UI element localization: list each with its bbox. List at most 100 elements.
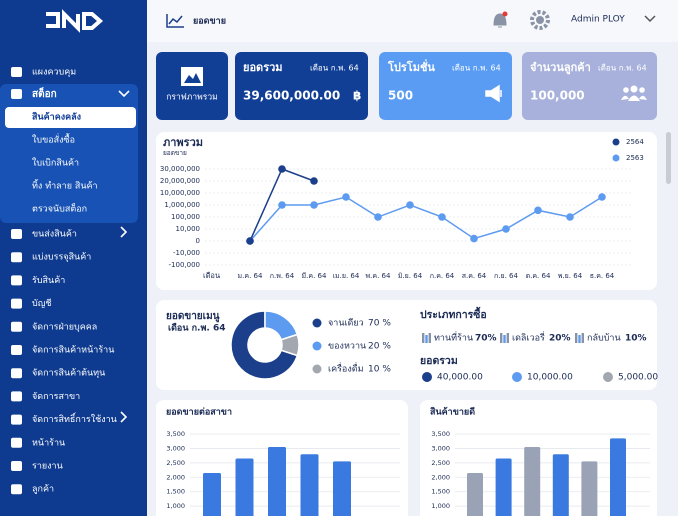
card-title: โปรโมชั่น — [387, 59, 435, 74]
submenu-item[interactable]: ใบเบิกสินค้า — [32, 158, 79, 169]
purchase-type: ทานที่ร้าน — [434, 331, 473, 344]
notification-dot — [502, 11, 508, 17]
menu-item[interactable]: ลูกค้า — [32, 484, 54, 495]
menu-icon — [11, 461, 22, 471]
value-label: 10 % — [368, 365, 391, 375]
chevron[interactable] — [120, 411, 128, 423]
megaphone-icon — [485, 84, 502, 103]
chart-title: ภาพรวม — [163, 136, 203, 149]
menu-section[interactable]: สต็อก — [32, 86, 57, 100]
active-item-bg[interactable] — [5, 107, 136, 128]
menu-item[interactable]: จัดการสิทธิ์การใช้งาน — [32, 412, 117, 425]
legend-marker — [312, 341, 322, 351]
scrollbar[interactable] — [666, 132, 671, 184]
card-title: ยอดรวม — [243, 61, 283, 74]
menu-icon — [11, 229, 22, 239]
promotion-card — [379, 52, 512, 120]
y-tick-label: 2,500 — [166, 459, 185, 467]
y-tick-label: 3,000 — [166, 444, 185, 452]
menu-item[interactable]: บัญชี — [32, 298, 52, 309]
menu-icon — [11, 414, 22, 425]
menu-icon — [11, 321, 22, 332]
chart-title: ยอดขายเมนู — [166, 311, 220, 323]
bar-icon — [425, 335, 428, 343]
y-tick-label: 10,000,000 — [160, 189, 200, 197]
bar — [552, 454, 569, 516]
y-tick-label: 3,500 — [166, 430, 185, 438]
purchase-share: 20% — [549, 334, 571, 344]
bar-icon — [578, 335, 581, 343]
donut-slice — [280, 333, 300, 357]
menu-item[interactable]: แผงควบคุม — [32, 68, 76, 78]
menu-icon — [11, 391, 22, 402]
data-point — [566, 213, 574, 221]
x-tick-label: ม.ค. 64 — [238, 272, 263, 280]
card-value: 39,600,000.00 — [243, 89, 340, 103]
x-tick-label: มิ.ย. 64 — [398, 272, 423, 280]
chart-title: สินค้าขายดี — [429, 407, 475, 418]
data-point — [374, 213, 382, 221]
menu-item[interactable]: จัดการฝ่ายบุคคล — [32, 322, 97, 332]
y-tick-label: -100,000 — [169, 261, 200, 269]
menu-item[interactable]: แบ่งบรรจุสินค้า — [32, 252, 91, 263]
bar — [268, 446, 286, 516]
bar — [610, 438, 626, 516]
purchase-title: ประเภทการซื้อ — [420, 306, 487, 321]
bell-icon[interactable] — [493, 13, 507, 28]
bar — [333, 461, 351, 516]
bar-icon — [575, 333, 578, 343]
user-chevron[interactable] — [644, 15, 656, 23]
bar-icon — [581, 333, 584, 343]
submenu-item[interactable]: สินค้าคงคลัง — [31, 112, 81, 123]
chart-subtitle: เดือน ก.พ. 64 — [168, 322, 226, 334]
series-line — [249, 196, 603, 242]
total-value: 40,000.00 — [437, 373, 483, 383]
submenu-item[interactable]: ทิ้ง ทำลาย สินค้า — [32, 179, 98, 192]
y-tick-label: 3,000 — [431, 444, 450, 452]
data-point — [310, 201, 318, 209]
y-tick-label: 1,500 — [431, 488, 450, 496]
x-tick-label: ต.ค. 64 — [526, 272, 551, 280]
menu-item[interactable]: จัดการสินค้าหน้าร้าน — [32, 345, 114, 356]
x-tick-label: ก.พ. 64 — [270, 272, 295, 280]
purchase-type: เดลิเวอรี่ — [512, 331, 545, 344]
menu-icon — [11, 298, 22, 309]
chevron[interactable] — [120, 226, 128, 238]
gear-icon[interactable] — [530, 10, 550, 30]
menu-icon — [11, 67, 22, 77]
menu-item[interactable]: รับสินค้า — [32, 275, 65, 286]
menu-item[interactable]: จัดการสาขา — [32, 392, 80, 402]
value-label: 70 % — [368, 319, 391, 329]
header — [147, 0, 678, 42]
data-point — [278, 165, 286, 173]
total-marker — [512, 372, 522, 382]
total-value: 5,000.00 — [618, 373, 658, 383]
chart-subtitle: ยอดขาย — [163, 149, 187, 157]
card-title: จำนวนลูกค้า — [530, 61, 591, 75]
y-tick-label: -10,000 — [173, 249, 200, 257]
legend-label: 2563 — [626, 154, 644, 162]
card-period: เดือน ก.พ. 64 — [452, 64, 501, 73]
purchase-share: 70% — [475, 334, 497, 344]
value-label: 20 % — [368, 342, 391, 352]
gear-icon-center — [536, 16, 544, 24]
y-tick-label: 30,000,000 — [160, 165, 200, 173]
header-title: ยอดขาย — [193, 17, 226, 27]
menu-item[interactable]: จัดการสินค้าต้นทุน — [32, 368, 105, 379]
menu-icon — [11, 368, 22, 379]
data-point — [438, 213, 446, 221]
menu-item[interactable]: รายงาน — [32, 462, 63, 472]
submenu-item[interactable]: ตรวจนับสต็อก — [32, 202, 87, 215]
logo — [46, 9, 104, 33]
legend-marker — [612, 138, 620, 146]
data-point — [502, 225, 510, 233]
submenu-item[interactable]: ใบขอสั่งซื้อ — [32, 133, 75, 146]
data-point — [406, 201, 414, 209]
user-name[interactable]: Admin PLOY — [571, 15, 625, 25]
bar — [495, 458, 512, 516]
card-value: 500 — [388, 89, 413, 103]
menu-item[interactable]: หน้าร้าน — [32, 437, 65, 448]
chevron[interactable] — [118, 90, 130, 98]
menu-item[interactable]: ขนส่งสินค้า — [32, 229, 77, 240]
line-chart-panel — [156, 132, 657, 290]
